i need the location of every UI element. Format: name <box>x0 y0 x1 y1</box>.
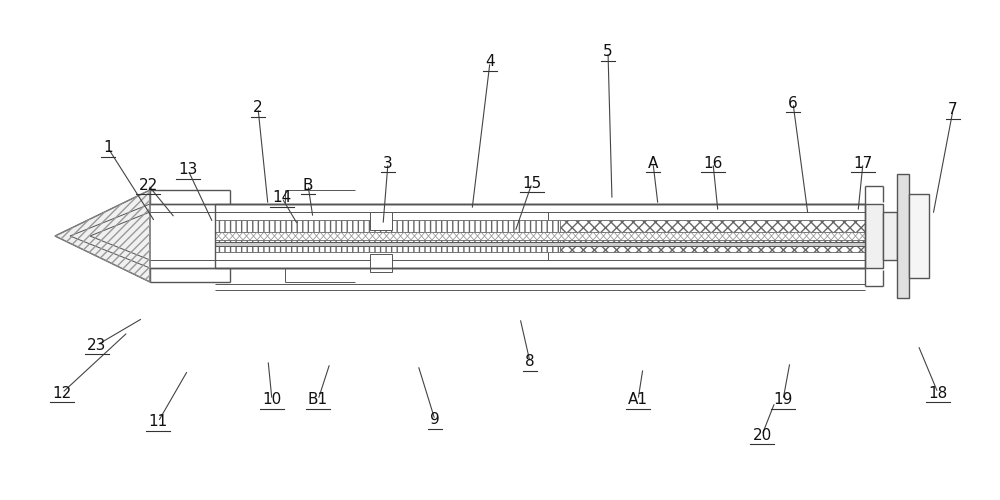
Text: 2: 2 <box>253 100 263 116</box>
Text: 20: 20 <box>752 428 772 442</box>
Text: 22: 22 <box>138 178 158 192</box>
Bar <box>897 174 909 298</box>
Text: B: B <box>303 178 313 192</box>
Text: 9: 9 <box>430 412 440 428</box>
Bar <box>370 254 392 272</box>
Text: 4: 4 <box>485 54 495 70</box>
Text: 3: 3 <box>383 156 393 170</box>
Text: A1: A1 <box>628 392 648 407</box>
Text: 15: 15 <box>522 176 542 190</box>
Text: 11: 11 <box>148 414 168 430</box>
Bar <box>883 212 897 260</box>
Text: 8: 8 <box>525 354 535 370</box>
Text: A: A <box>648 156 658 170</box>
Text: 19: 19 <box>773 392 793 407</box>
Text: 17: 17 <box>853 156 873 170</box>
Text: 1: 1 <box>103 140 113 156</box>
Bar <box>909 194 929 278</box>
Text: 6: 6 <box>788 96 798 110</box>
Bar <box>560 240 865 252</box>
Bar <box>215 204 865 268</box>
Text: 10: 10 <box>262 392 282 407</box>
Bar <box>215 220 560 232</box>
Text: 16: 16 <box>703 156 723 170</box>
Text: 5: 5 <box>603 44 613 60</box>
Bar <box>370 212 392 230</box>
Text: 13: 13 <box>178 162 198 178</box>
Text: 7: 7 <box>948 102 958 118</box>
Text: 23: 23 <box>87 338 107 352</box>
Text: 14: 14 <box>272 190 292 206</box>
Bar <box>865 204 883 268</box>
Bar <box>560 220 865 232</box>
Text: B1: B1 <box>308 392 328 407</box>
Polygon shape <box>55 190 150 282</box>
Text: 18: 18 <box>928 386 948 400</box>
Bar <box>215 240 560 252</box>
Text: 12: 12 <box>52 386 72 400</box>
Bar <box>215 242 865 246</box>
